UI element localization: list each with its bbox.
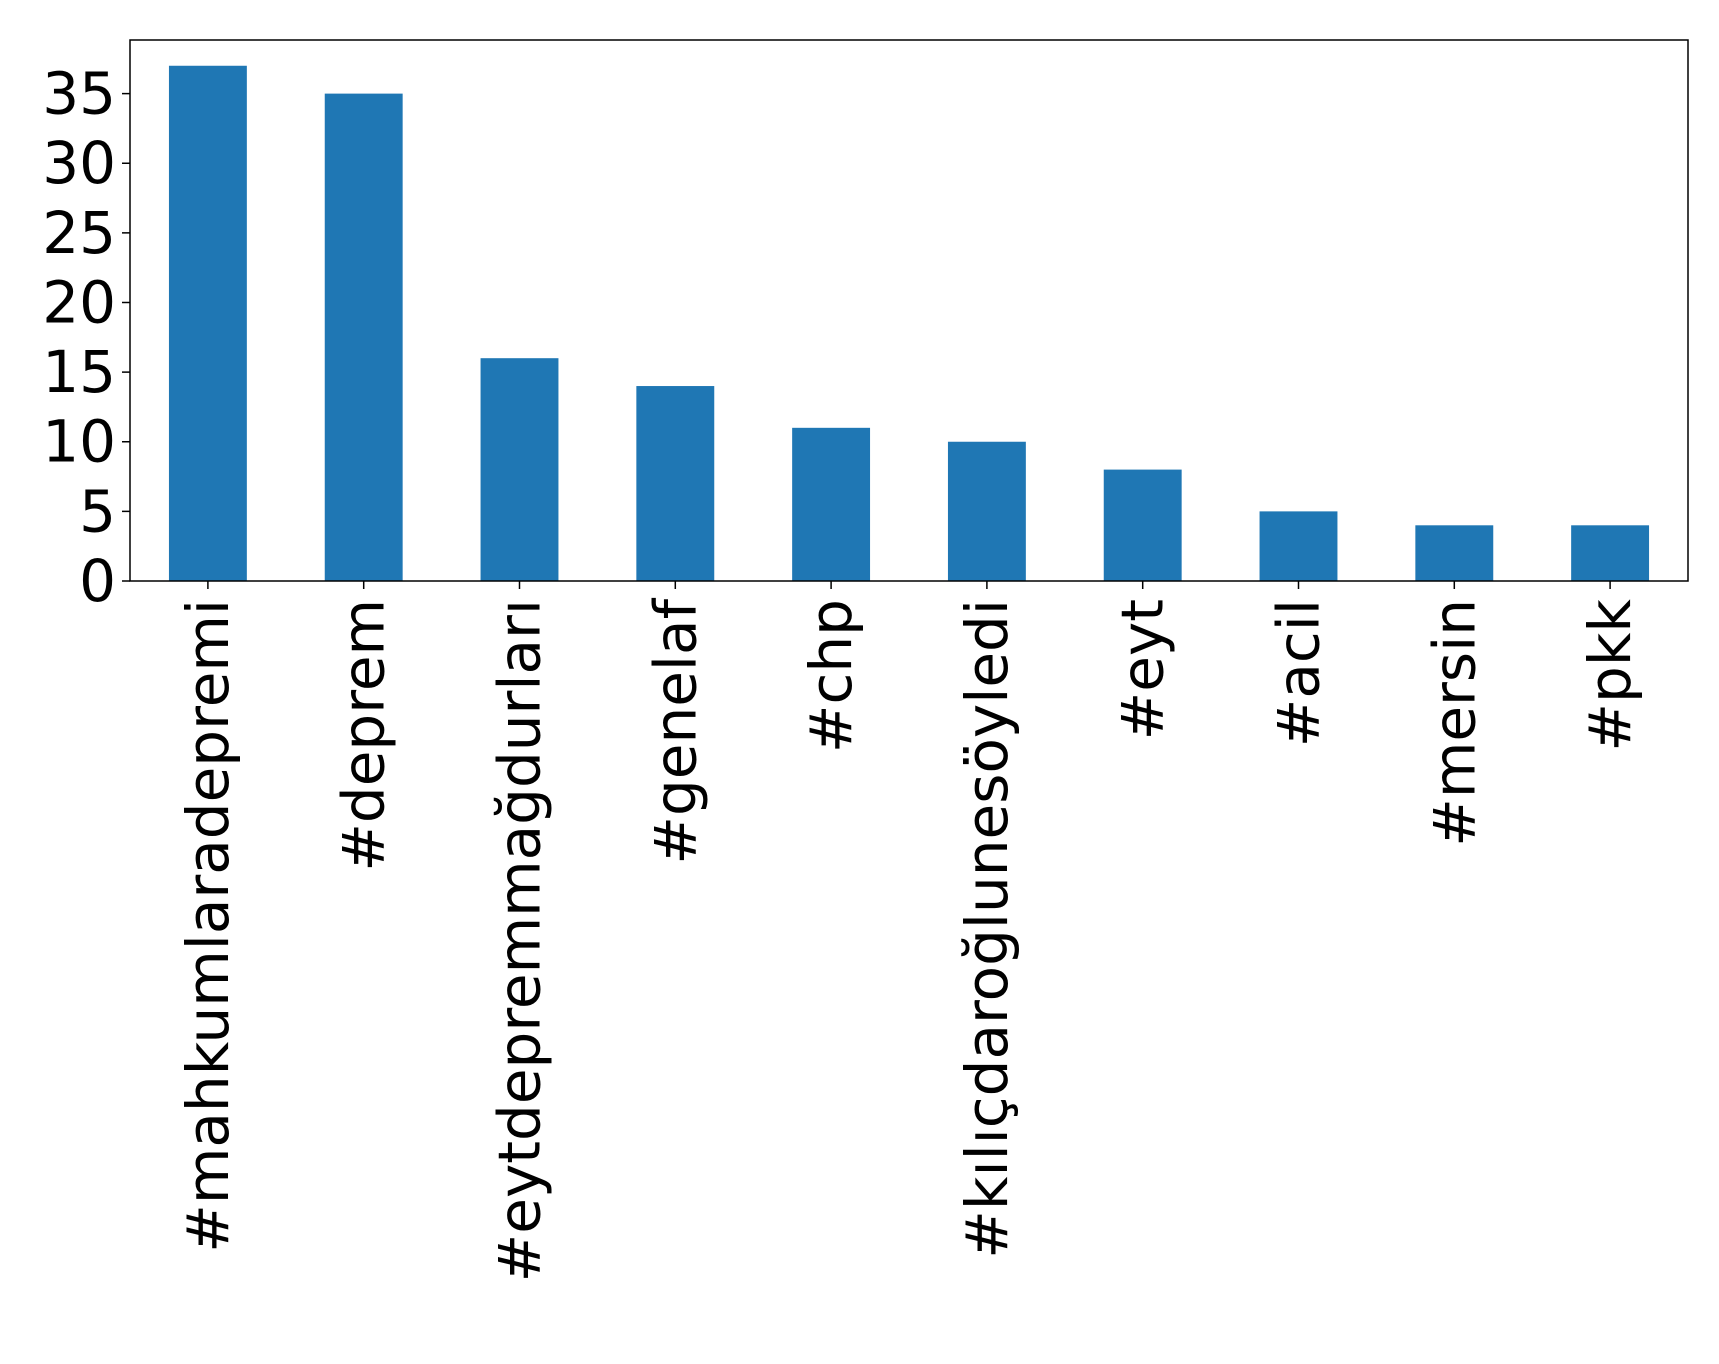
bar-0 — [168, 65, 247, 581]
bar-7 — [1259, 511, 1338, 581]
x-tick-label: #acil — [1265, 599, 1333, 747]
x-tick-label: #chp — [797, 599, 865, 753]
plot-frame — [129, 39, 1689, 582]
bar-3 — [636, 386, 715, 581]
x-tick-label: #genelaf — [641, 597, 709, 864]
x-tick-label: #eyt — [1109, 599, 1177, 740]
y-tick-label: 5 — [79, 477, 116, 545]
bar-5 — [947, 441, 1026, 581]
y-tick-label: 35 — [42, 60, 116, 128]
bar-8 — [1415, 525, 1494, 581]
x-tick-label: #pkk — [1576, 599, 1644, 752]
y-tick-label: 30 — [42, 129, 116, 197]
x-tick-label: #kılıçdaroğlunesöyledi — [953, 599, 1021, 1259]
bars-group — [168, 65, 1650, 581]
x-axis: #mahkumlaradepremi #deprem #eytdepremmağdu… — [174, 581, 1644, 1282]
y-tick-label: 10 — [42, 408, 116, 476]
y-tick-label: 0 — [79, 547, 116, 615]
y-tick-label: 25 — [42, 199, 116, 267]
bar-2 — [480, 358, 559, 581]
bar-9 — [1571, 525, 1650, 581]
x-tick-label: #mahkumlaradepremi — [174, 599, 242, 1253]
bar-1 — [324, 93, 403, 581]
x-tick-label: #eytdepremmağdurları — [486, 599, 554, 1282]
x-tick-label: #deprem — [330, 599, 398, 872]
x-tick-label: #mersin — [1420, 599, 1488, 847]
bar-4 — [792, 427, 871, 581]
bar-6 — [1103, 469, 1182, 581]
y-tick-label: 20 — [42, 268, 116, 336]
y-tick-label: 15 — [42, 338, 116, 406]
